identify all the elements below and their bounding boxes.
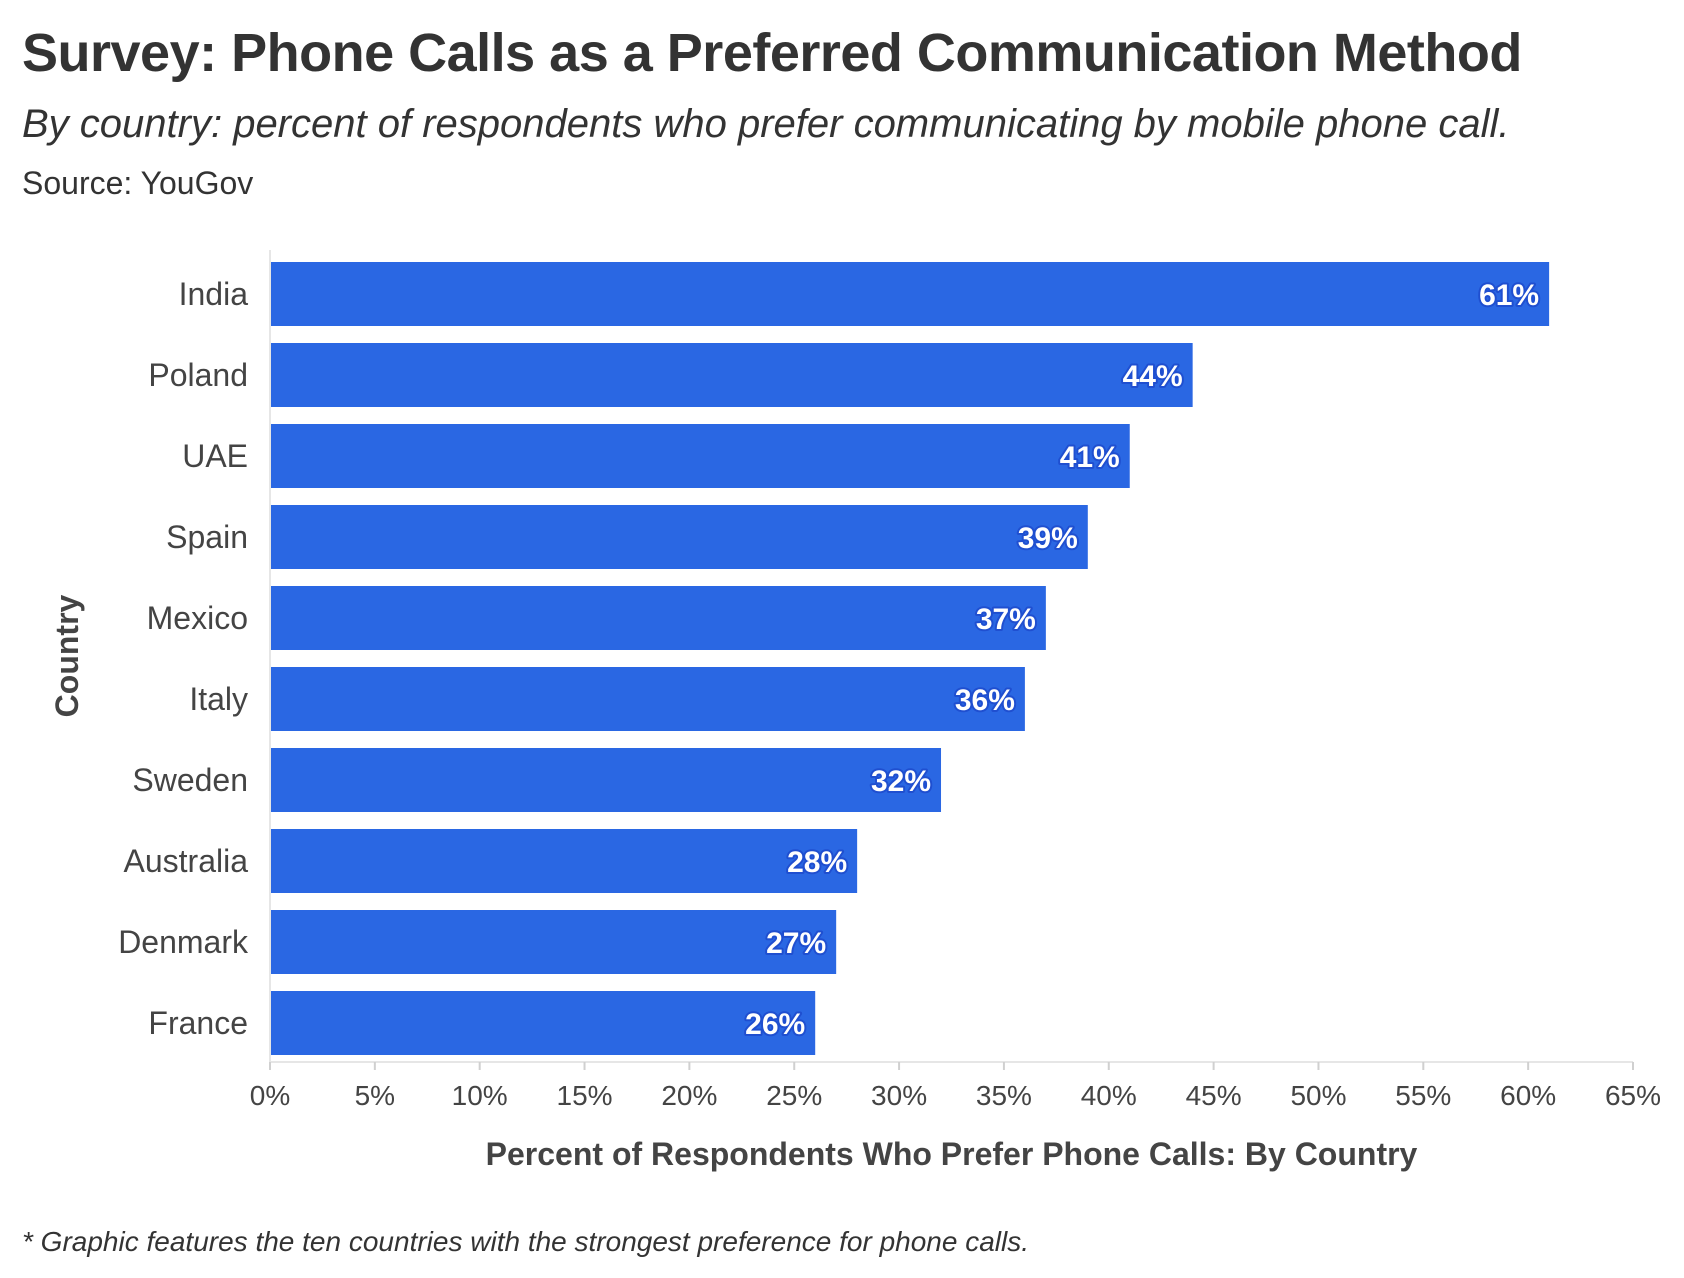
bar-france: [271, 991, 816, 1055]
bar-uae: [271, 424, 1130, 488]
bar-italy: [271, 667, 1025, 731]
category-label: Denmark: [118, 924, 249, 960]
bar-australia: [271, 829, 858, 893]
chart-title: Survey: Phone Calls as a Preferred Commu…: [22, 23, 1522, 83]
category-label: Sweden: [132, 762, 248, 798]
chart-subtitle: By country: percent of respondents who p…: [22, 102, 1510, 146]
bar-value-label: 32%: [871, 765, 931, 798]
category-label: France: [148, 1005, 248, 1041]
category-labels-layer: India Poland UAE Spain Mexico Italy Sweden Aust…: [118, 276, 249, 1041]
bar-value-label: 28%: [787, 846, 847, 879]
x-tick-label: 5%: [355, 1080, 395, 1111]
category-label: Italy: [189, 681, 248, 717]
category-label: Poland: [148, 357, 248, 393]
chart-footnote: * Graphic features the ten countries wit…: [22, 1226, 1030, 1257]
x-tick-label: 20%: [661, 1080, 717, 1111]
x-tick-label: 65%: [1605, 1080, 1661, 1111]
x-tick-label: 40%: [1081, 1080, 1137, 1111]
bar-mexico: [271, 586, 1046, 650]
bar-spain: [271, 505, 1088, 569]
x-tick-label: 25%: [766, 1080, 822, 1111]
bar-value-label: 44%: [1123, 360, 1183, 393]
category-label: Spain: [166, 519, 248, 555]
category-label: Australia: [124, 843, 249, 879]
x-axis: 0% 5% 10% 15% 20% 25% 30% 35% 40% 45% 50% 55% 60% 65%: [250, 250, 1661, 1111]
chart-source: Source: YouGov: [22, 165, 254, 201]
bar-value-label: 39%: [1018, 522, 1078, 555]
y-axis-title: Country: [49, 594, 85, 717]
x-tick-label: 10%: [452, 1080, 508, 1111]
bar-india: [271, 262, 1550, 326]
category-label: Mexico: [147, 600, 248, 636]
bars-layer: 61% 44% 41% 39% 37% 36% 32% 28% 27% 26%: [271, 262, 1550, 1055]
x-tick-label: 15%: [557, 1080, 613, 1111]
bar-value-label: 26%: [745, 1008, 805, 1041]
bar-chart: 61% 44% 41% 39% 37% 36% 32% 28% 27% 26% India Pola…: [49, 250, 1661, 1172]
x-tick-label: 60%: [1500, 1080, 1556, 1111]
bar-value-label: 36%: [955, 684, 1015, 717]
x-tick-label: 45%: [1186, 1080, 1242, 1111]
x-tick-label: 30%: [871, 1080, 927, 1111]
x-tick-label: 50%: [1290, 1080, 1346, 1111]
bar-denmark: [271, 910, 837, 974]
x-axis-title: Percent of Respondents Who Prefer Phone …: [486, 1136, 1418, 1172]
bar-value-label: 61%: [1479, 279, 1539, 312]
bar-value-label: 41%: [1060, 441, 1120, 474]
bar-poland: [271, 343, 1193, 407]
bar-value-label: 27%: [766, 927, 826, 960]
x-tick-label: 35%: [976, 1080, 1032, 1111]
bar-sweden: [271, 748, 942, 812]
category-label: India: [179, 276, 249, 312]
category-label: UAE: [182, 438, 248, 474]
x-tick-label: 0%: [250, 1080, 290, 1111]
x-tick-label: 55%: [1395, 1080, 1451, 1111]
bar-value-label: 37%: [976, 603, 1036, 636]
